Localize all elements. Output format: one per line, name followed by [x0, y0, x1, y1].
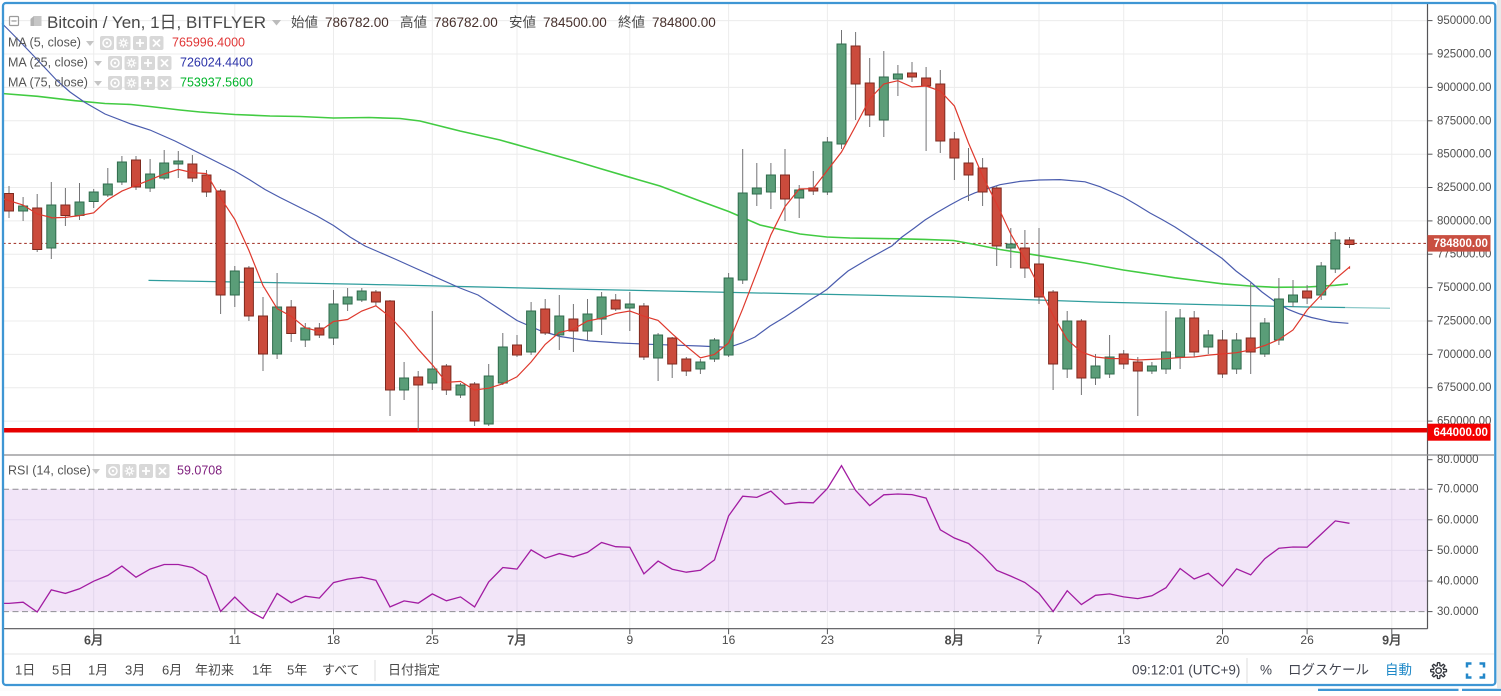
svg-text:16: 16: [722, 633, 736, 647]
svg-text:6月: 6月: [162, 662, 182, 677]
svg-text:50.0000: 50.0000: [1437, 545, 1479, 557]
svg-text:59.0708: 59.0708: [177, 463, 222, 477]
svg-text:786782.00: 786782.00: [434, 15, 498, 30]
svg-text:3月: 3月: [125, 662, 145, 677]
svg-text:784500.00: 784500.00: [543, 15, 607, 30]
svg-text:高値: 高値: [400, 14, 427, 30]
svg-text:RSI (14, close): RSI (14, close): [8, 463, 91, 477]
svg-text:すべて: すべて: [322, 662, 360, 677]
svg-text:5年: 5年: [287, 662, 307, 677]
svg-text:753937.5600: 753937.5600: [180, 75, 253, 89]
svg-text:800000.00: 800000.00: [1437, 215, 1491, 227]
svg-text:安値: 安値: [509, 15, 536, 30]
svg-text:Bitcoin / Yen, 1日, BITFLYER: Bitcoin / Yen, 1日, BITFLYER: [47, 13, 266, 32]
svg-text:MA (5, close): MA (5, close): [8, 35, 81, 49]
svg-text:875000.00: 875000.00: [1437, 115, 1491, 127]
svg-text:644000.00: 644000.00: [1434, 427, 1488, 439]
svg-text:30.0000: 30.0000: [1437, 606, 1479, 618]
svg-text:13: 13: [1117, 633, 1131, 647]
svg-text:自動: 自動: [1385, 663, 1412, 678]
svg-text:18: 18: [327, 633, 341, 647]
svg-text:終値: 終値: [618, 15, 645, 30]
svg-text:日付指定: 日付指定: [388, 662, 440, 677]
svg-text:700000.00: 700000.00: [1437, 349, 1491, 361]
svg-text:25: 25: [426, 633, 440, 647]
svg-text:9: 9: [626, 633, 633, 647]
svg-text:26: 26: [1300, 633, 1314, 647]
svg-text:20: 20: [1216, 633, 1230, 647]
svg-text:40.0000: 40.0000: [1437, 576, 1479, 588]
svg-text:7月: 7月: [507, 633, 526, 647]
svg-text:725000.00: 725000.00: [1437, 316, 1491, 328]
svg-text:年初来: 年初来: [195, 662, 234, 677]
svg-text:5日: 5日: [52, 662, 72, 677]
svg-text:850000.00: 850000.00: [1437, 149, 1491, 161]
svg-text:23: 23: [821, 633, 835, 647]
svg-text:ログスケール: ログスケール: [1288, 663, 1369, 678]
svg-text:70.0000: 70.0000: [1437, 484, 1479, 496]
svg-text:775000.00: 775000.00: [1437, 249, 1491, 261]
svg-text:始値: 始値: [291, 15, 318, 30]
svg-text:900000.00: 900000.00: [1437, 82, 1491, 94]
svg-text:7: 7: [1036, 633, 1043, 647]
svg-text:784800.00: 784800.00: [652, 15, 716, 30]
svg-text:80.0000: 80.0000: [1437, 454, 1479, 466]
svg-text:8月: 8月: [945, 633, 964, 647]
svg-text:825000.00: 825000.00: [1437, 182, 1491, 194]
svg-text:MA (75, close): MA (75, close): [8, 75, 88, 89]
svg-text:11: 11: [229, 633, 242, 647]
svg-text:1日: 1日: [15, 662, 35, 677]
svg-text:726024.4400: 726024.4400: [180, 55, 253, 69]
svg-text:1年: 1年: [252, 662, 272, 677]
svg-text:765996.4000: 765996.4000: [172, 35, 245, 49]
svg-text:%: %: [1260, 663, 1272, 678]
svg-text:09:12:01 (UTC+9): 09:12:01 (UTC+9): [1132, 663, 1240, 678]
svg-text:1月: 1月: [88, 662, 108, 677]
svg-text:MA (25, close): MA (25, close): [8, 55, 88, 69]
svg-text:6月: 6月: [84, 633, 103, 647]
svg-text:9月: 9月: [1382, 633, 1401, 647]
svg-text:60.0000: 60.0000: [1437, 514, 1479, 526]
svg-text:750000.00: 750000.00: [1437, 282, 1491, 294]
svg-text:784800.00: 784800.00: [1434, 238, 1488, 250]
svg-text:925000.00: 925000.00: [1437, 49, 1491, 61]
svg-text:675000.00: 675000.00: [1437, 382, 1491, 394]
svg-text:950000.00: 950000.00: [1437, 15, 1491, 27]
svg-text:786782.00: 786782.00: [325, 15, 389, 30]
